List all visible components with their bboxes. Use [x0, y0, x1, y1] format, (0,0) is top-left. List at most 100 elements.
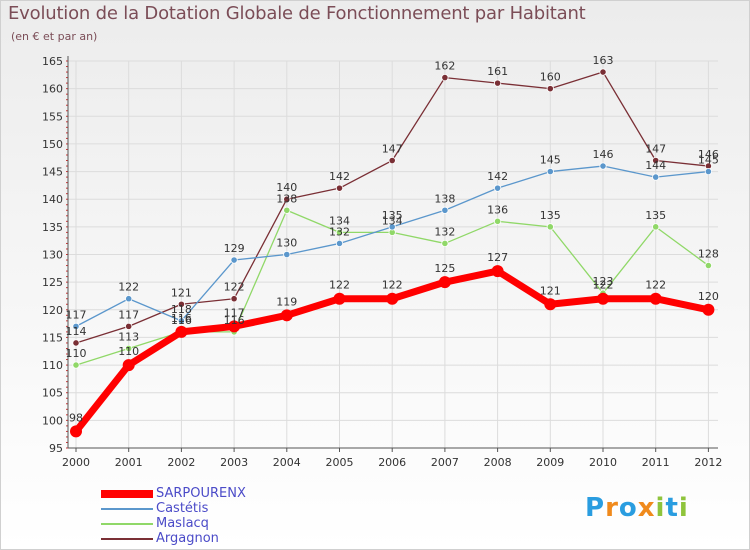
y-tick-label: 155 [42, 110, 63, 123]
data-point-cast-tis [230, 256, 238, 264]
data-point-argagnon [441, 73, 449, 82]
data-point-argagnon [335, 184, 344, 192]
x-tick-label: 2006 [378, 456, 406, 469]
legend-label: Maslacq [156, 516, 209, 531]
y-tick-label: 130 [42, 249, 63, 262]
data-point-sarpourenx [438, 276, 451, 289]
data-point-argagnon [283, 195, 291, 203]
data-label-argagnon: 121 [171, 286, 192, 299]
data-point-sarpourenx [702, 303, 715, 316]
data-label-sarpourenx: 117 [224, 306, 245, 319]
data-label-argagnon: 146 [698, 148, 719, 161]
data-label-maslacq: 134 [329, 214, 350, 227]
data-label-argagnon: 161 [487, 65, 508, 78]
data-label-sarpourenx: 98 [69, 411, 83, 424]
data-label-maslacq: 128 [698, 248, 719, 261]
data-point-cast-tis [704, 167, 713, 176]
data-label-cast-tis: 145 [540, 154, 561, 167]
data-label-sarpourenx: 122 [645, 279, 666, 292]
data-label-sarpourenx: 125 [434, 262, 455, 275]
data-point-maslacq [283, 206, 291, 214]
data-point-maslacq [493, 217, 502, 225]
data-point-argagnon [125, 322, 133, 330]
x-tick-label: 2001 [115, 456, 143, 469]
y-tick-label: 145 [42, 166, 63, 179]
y-tick-label: 125 [42, 276, 63, 289]
data-label-argagnon: 162 [434, 60, 455, 73]
y-tick-label: 135 [42, 221, 63, 234]
legend: SARPOURENX Castétis Maslacq Argagnon [101, 486, 246, 546]
data-point-maslacq [72, 361, 80, 369]
legend-label: SARPOURENX [156, 486, 246, 501]
x-tick-label: 2004 [273, 456, 301, 469]
x-tick-label: 2007 [431, 456, 459, 469]
data-label-cast-tis: 130 [276, 237, 297, 250]
data-label-sarpourenx: 120 [698, 290, 719, 303]
data-label-cast-tis: 129 [224, 242, 245, 255]
x-tick-label: 2003 [220, 456, 248, 469]
data-point-maslacq [335, 228, 344, 236]
data-label-maslacq: 132 [434, 225, 455, 238]
x-tick-label: 2009 [536, 456, 564, 469]
data-label-cast-tis: 117 [66, 308, 87, 321]
data-point-cast-tis [388, 223, 396, 231]
legend-swatch [101, 522, 153, 525]
legend-item-sarpourenx: SARPOURENX [101, 486, 246, 501]
data-label-maslacq: 135 [645, 209, 666, 222]
data-point-sarpourenx [491, 265, 504, 278]
data-label-maslacq: 116 [224, 314, 245, 327]
data-point-maslacq [546, 223, 554, 231]
data-point-argagnon [652, 156, 660, 165]
data-point-cast-tis [599, 162, 607, 170]
data-point-sarpourenx [597, 292, 609, 305]
logo-letter: t [665, 493, 679, 523]
data-point-sarpourenx [280, 309, 293, 322]
data-point-sarpourenx [70, 425, 82, 438]
logo-letter: P [585, 493, 606, 523]
legend-item-argagnon: Argagnon [101, 531, 246, 546]
data-label-cast-tis: 142 [487, 170, 508, 183]
data-label-cast-tis: 132 [329, 225, 350, 238]
axes: 9510010511011512012513013514014515015516… [42, 55, 722, 469]
data-point-cast-tis [335, 239, 344, 248]
x-tick-label: 2012 [694, 456, 722, 469]
data-label-cast-tis: 146 [593, 148, 614, 161]
y-tick-label: 150 [42, 138, 63, 151]
data-label-cast-tis: 122 [118, 281, 139, 294]
data-label-maslacq: 135 [540, 209, 561, 222]
data-point-maslacq [652, 223, 660, 231]
data-label-sarpourenx: 121 [540, 284, 561, 297]
data-point-maslacq [441, 239, 449, 248]
data-point-cast-tis [546, 167, 554, 176]
data-label-maslacq: 113 [118, 330, 139, 343]
logo-letter: o [618, 493, 638, 523]
data-point-cast-tis [283, 250, 291, 259]
data-point-sarpourenx [175, 325, 188, 338]
grid [68, 60, 718, 449]
data-point-sarpourenx [386, 292, 399, 305]
data-point-argagnon [230, 295, 238, 303]
data-label-sarpourenx: 122 [593, 279, 614, 292]
y-tick-label: 160 [42, 83, 63, 96]
data-point-cast-tis [493, 184, 502, 192]
data-label-cast-tis: 118 [171, 303, 192, 316]
legend-item-cast-tis: Castétis [101, 501, 246, 516]
data-label-argagnon: 117 [118, 308, 139, 321]
data-point-sarpourenx [228, 320, 241, 333]
data-point-sarpourenx [122, 359, 135, 372]
data-point-argagnon [388, 156, 396, 165]
chart-title: Evolution de la Dotation Globale de Fonc… [8, 3, 586, 24]
x-tick-label: 2011 [642, 456, 670, 469]
data-points [70, 68, 715, 438]
data-point-cast-tis [652, 173, 660, 181]
data-label-argagnon: 163 [593, 54, 614, 67]
data-point-argagnon [599, 68, 607, 76]
data-point-sarpourenx [649, 292, 662, 305]
logo-letter: r [605, 493, 619, 523]
data-label-cast-tis: 144 [645, 159, 666, 172]
data-label-maslacq: 110 [66, 347, 87, 360]
data-point-cast-tis [125, 295, 133, 303]
data-point-cast-tis [72, 322, 80, 330]
